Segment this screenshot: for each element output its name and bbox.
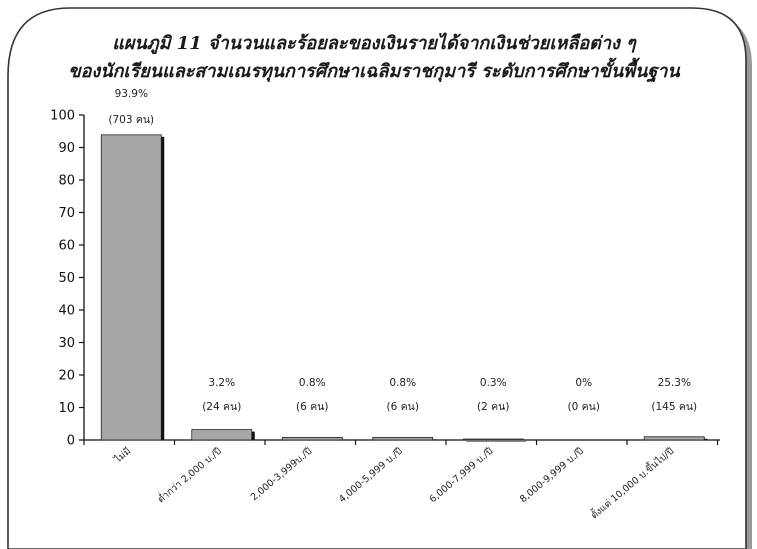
- bar-shadow: [466, 441, 527, 442]
- data-label-count: (703 คน): [108, 114, 154, 126]
- data-label-count: (145 คน): [651, 401, 697, 413]
- data-label-count: (6 คน): [296, 401, 328, 413]
- data-label-percent: 0.3%: [480, 377, 507, 389]
- y-tick-label: 30: [58, 336, 75, 351]
- bar: [462, 438, 524, 441]
- y-tick-label: 20: [58, 369, 75, 384]
- data-label-percent: 25.3%: [658, 377, 691, 389]
- y-tick-label: 10: [58, 401, 75, 416]
- y-tick-label: 0: [67, 434, 75, 449]
- bar: [643, 436, 705, 441]
- data-labels: 93.9% (703 คน) 3.2% (24 คน) 0.8% (6 คน) 0.8% (6…: [108, 88, 697, 413]
- bars: [100, 134, 708, 442]
- bar: [100, 134, 162, 441]
- y-tick-label: 80: [58, 174, 75, 189]
- y-axis: 0 10 20 30 40 50 60 70 80 90 100: [50, 109, 85, 449]
- chart-title-line2: ของนักเรียนและสามเณรทุนการศึกษาเฉลิมราชก…: [68, 57, 681, 83]
- data-label-percent: 0.8%: [389, 377, 416, 389]
- chart-title-line1: แผนภูมิ 11 จำนวนและร้อยละของเงินรายได้จา…: [112, 32, 637, 55]
- data-label-percent: 93.9%: [115, 88, 148, 100]
- data-label-count: (24 คน): [202, 401, 241, 413]
- data-label-count: (0 คน): [568, 401, 600, 413]
- bar: [372, 436, 434, 441]
- y-tick-label: 40: [58, 304, 75, 319]
- data-label-count: (6 คน): [387, 401, 419, 413]
- y-tick-label: 100: [50, 109, 75, 124]
- y-tick-label: 90: [58, 141, 75, 156]
- y-tick-label: 60: [58, 239, 75, 254]
- chart-frame: [7, 7, 747, 549]
- bar: [281, 436, 343, 441]
- data-label-percent: 0%: [575, 377, 592, 389]
- data-label-percent: 3.2%: [208, 377, 235, 389]
- data-label-count: (2 คน): [477, 401, 509, 413]
- y-tick-label: 50: [58, 271, 75, 286]
- bar: [191, 429, 253, 441]
- data-label-percent: 0.8%: [299, 377, 326, 389]
- y-tick-label: 70: [58, 206, 75, 221]
